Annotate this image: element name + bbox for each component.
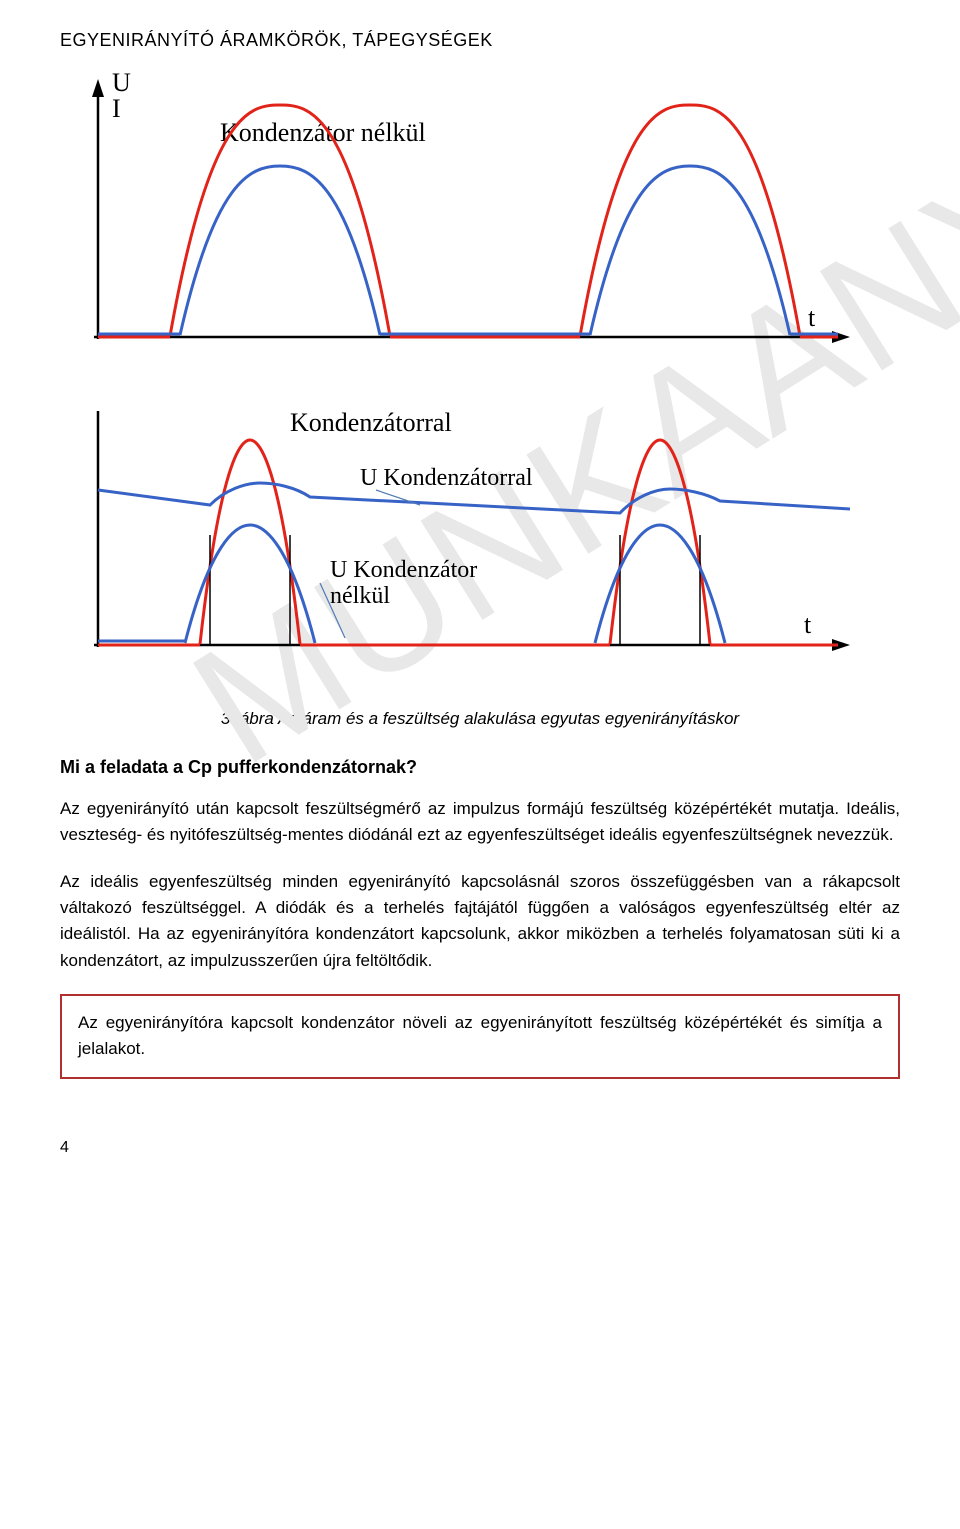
chart2-red-pulse-1 bbox=[200, 440, 300, 644]
callout-box: Az egyenirányítóra kapcsolt kondenzátor … bbox=[60, 994, 900, 1079]
chart2-label-u-without: U Kondenzátor nélkül bbox=[320, 557, 477, 638]
chart-with-capacitor: t Kondenzátorral U Kondenzátorral bbox=[90, 405, 900, 685]
svg-text:nélkül: nélkül bbox=[330, 583, 390, 609]
chart2-title: Kondenzátorral bbox=[290, 408, 452, 437]
paragraph-1: Az egyenirányító után kapcsolt feszültsé… bbox=[60, 796, 900, 849]
chart1-blue-curve-1 bbox=[180, 166, 380, 335]
chart1-x-label: t bbox=[808, 303, 816, 332]
chart1-y-label-I: I bbox=[112, 94, 121, 123]
paragraph-2: Az ideális egyenfeszültség minden egyeni… bbox=[60, 869, 900, 974]
chart-without-capacitor: U I Kondenzátor nélkül t bbox=[90, 71, 900, 381]
page-number: 4 bbox=[60, 1139, 900, 1157]
subheading: Mi a feladata a Cp pufferkondenzátornak? bbox=[60, 757, 900, 778]
chart2-label-u-with: U Kondenzátorral bbox=[360, 465, 533, 505]
chart2-red-pulse-2 bbox=[610, 440, 710, 644]
chart2-x-label: t bbox=[804, 610, 812, 639]
figure-caption: 3. ábra Az áram és a feszültség alakulás… bbox=[60, 709, 900, 729]
svg-text:U Kondenzátor: U Kondenzátor bbox=[330, 557, 477, 583]
chart1-blue-curve-2 bbox=[590, 166, 790, 335]
chart1-red-curve-2 bbox=[580, 105, 800, 336]
page-header-title: EGYENIRÁNYÍTÓ ÁRAMKÖRÖK, TÁPEGYSÉGEK bbox=[60, 30, 900, 51]
chart2-blue-nocap-2 bbox=[595, 525, 725, 643]
chart2-blue-nocap-1 bbox=[185, 525, 315, 643]
svg-text:U Kondenzátorral: U Kondenzátorral bbox=[360, 465, 533, 491]
